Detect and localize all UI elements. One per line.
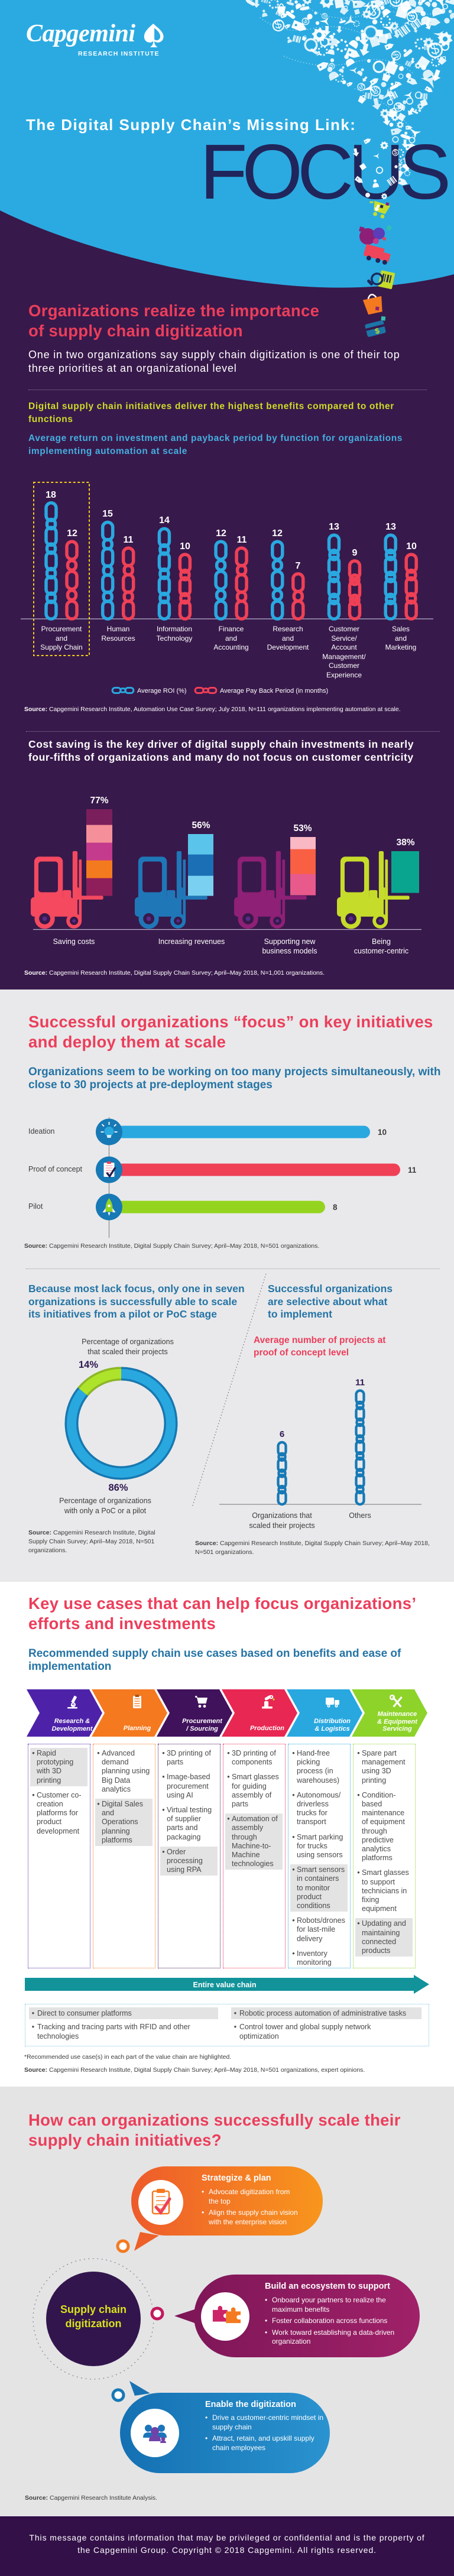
svg-text:11: 11 <box>237 535 247 545</box>
svg-text:Entire value chain: Entire value chain <box>193 1981 257 1989</box>
svg-text:18: 18 <box>46 490 56 500</box>
svg-text:7: 7 <box>296 561 301 571</box>
svg-text:$: $ <box>374 326 381 336</box>
svg-text:$: $ <box>323 12 327 19</box>
svg-text:Average ROI (%): Average ROI (%) <box>137 687 187 695</box>
svg-text:13: 13 <box>329 522 339 532</box>
svg-text:$: $ <box>329 62 333 70</box>
svg-text:$: $ <box>394 162 401 170</box>
svg-text:15: 15 <box>102 509 113 519</box>
svg-text:8: 8 <box>333 1203 338 1212</box>
svg-text:9: 9 <box>352 548 358 558</box>
svg-text:$: $ <box>393 149 397 156</box>
svg-text:38%: 38% <box>396 838 414 848</box>
svg-text:77%: 77% <box>90 796 108 806</box>
svg-text:11: 11 <box>124 535 134 545</box>
svg-text:56%: 56% <box>192 820 210 830</box>
svg-text:11: 11 <box>355 1378 365 1388</box>
svg-text:14: 14 <box>159 515 170 525</box>
svg-text:6: 6 <box>280 1429 284 1439</box>
svg-text:10: 10 <box>180 541 190 551</box>
svg-text:10: 10 <box>378 1128 387 1137</box>
svg-text:13: 13 <box>385 522 396 532</box>
svg-text:10: 10 <box>406 541 417 551</box>
svg-text:12: 12 <box>272 528 283 538</box>
svg-text:53%: 53% <box>293 823 312 833</box>
svg-text:12: 12 <box>67 528 77 538</box>
svg-text:Average Pay Back Period (in mo: Average Pay Back Period (in months) <box>220 687 328 695</box>
svg-text:$: $ <box>391 0 401 7</box>
svg-text:11: 11 <box>408 1166 417 1175</box>
svg-text:12: 12 <box>216 528 226 538</box>
